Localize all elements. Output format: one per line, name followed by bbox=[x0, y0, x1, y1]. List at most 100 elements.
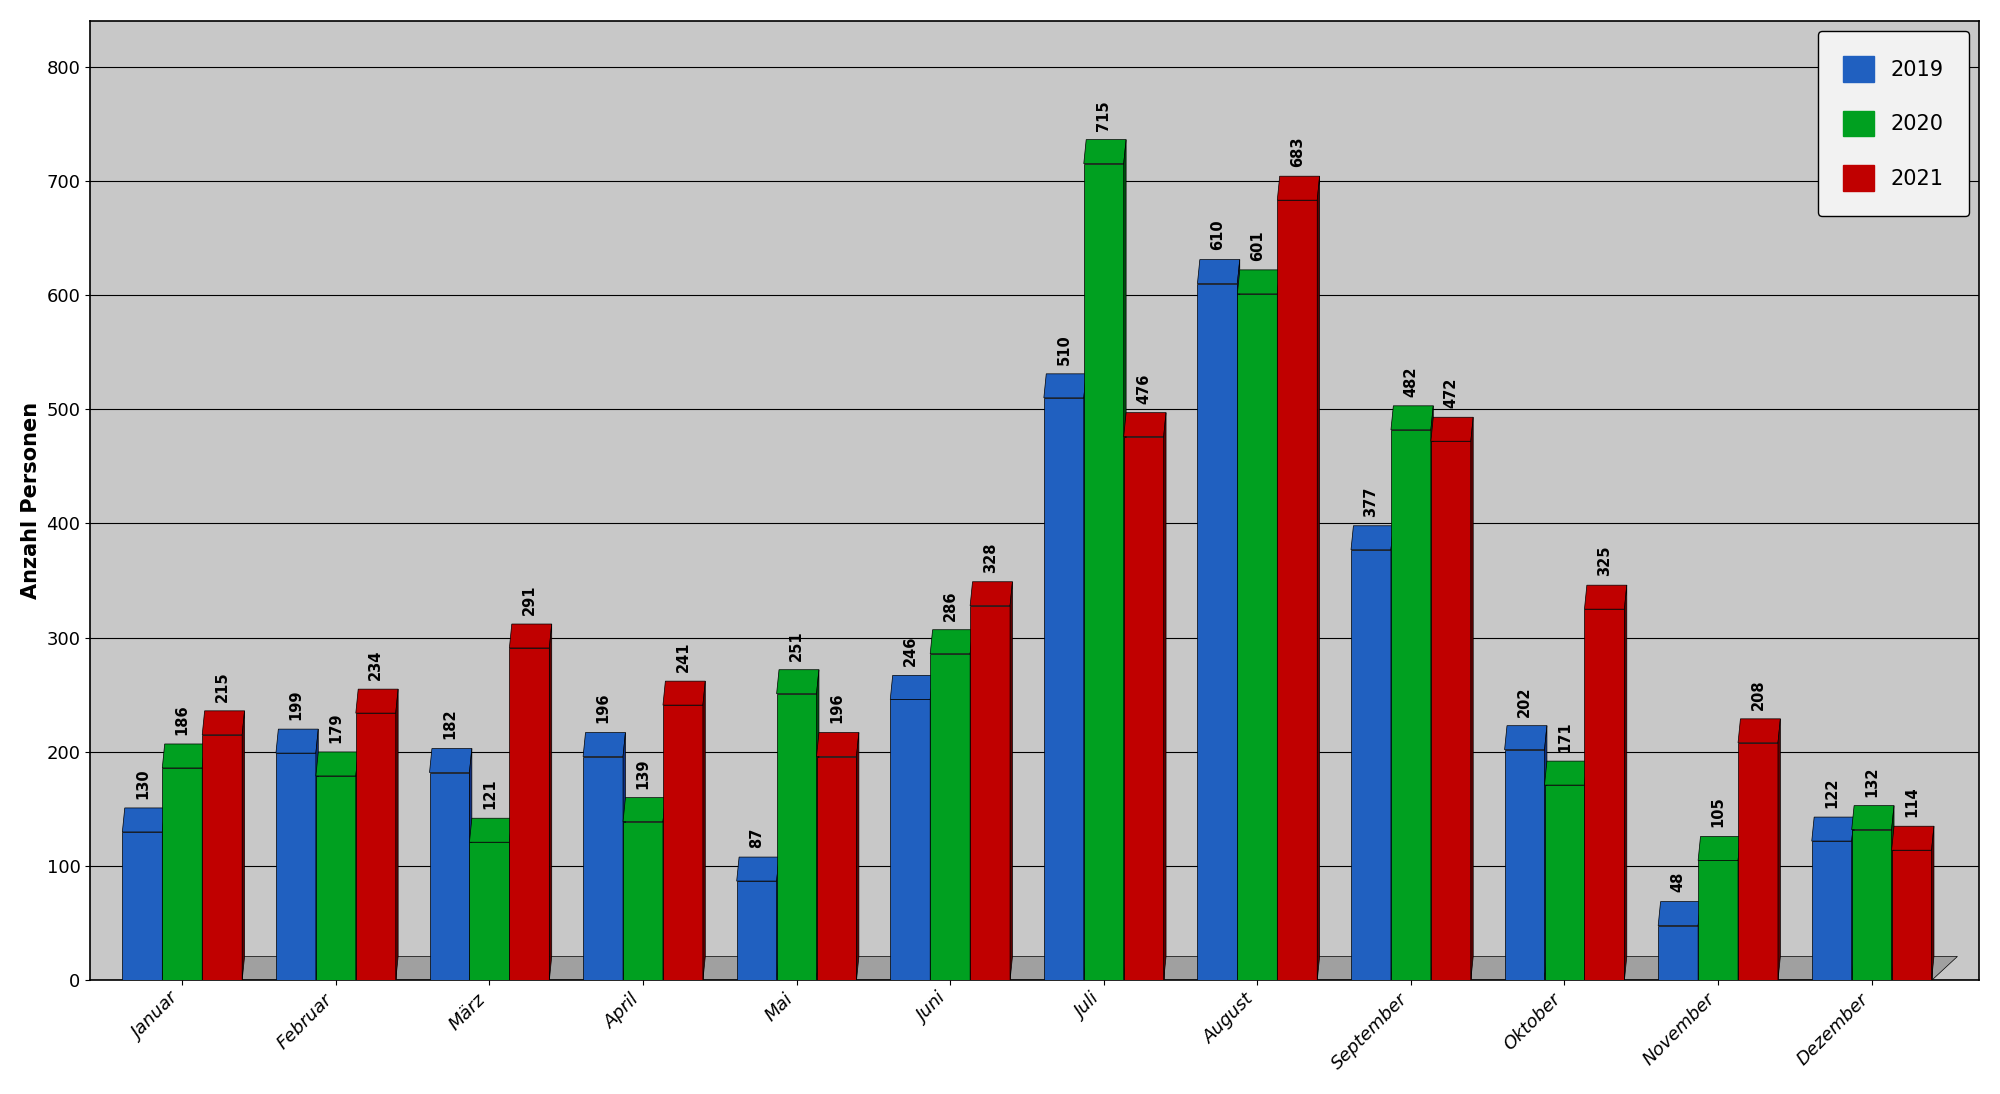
Bar bbox=[1084, 164, 1124, 980]
Polygon shape bbox=[356, 689, 398, 713]
Polygon shape bbox=[1852, 805, 1894, 829]
Polygon shape bbox=[1932, 826, 1934, 980]
Polygon shape bbox=[1238, 270, 1280, 294]
Bar bbox=[1044, 398, 1084, 980]
Text: 241: 241 bbox=[676, 641, 690, 672]
Polygon shape bbox=[1044, 374, 1086, 398]
Polygon shape bbox=[1812, 817, 1854, 841]
Polygon shape bbox=[242, 711, 244, 980]
Bar bbox=[970, 606, 1010, 980]
Bar bbox=[930, 654, 970, 980]
Bar bbox=[1198, 283, 1238, 980]
Text: 202: 202 bbox=[1518, 686, 1532, 717]
Text: 48: 48 bbox=[1670, 872, 1686, 893]
Text: 215: 215 bbox=[214, 671, 230, 701]
Text: 171: 171 bbox=[1556, 721, 1572, 752]
Polygon shape bbox=[470, 748, 472, 980]
Legend: 2019, 2020, 2021: 2019, 2020, 2021 bbox=[1818, 32, 1968, 216]
Polygon shape bbox=[1390, 526, 1394, 980]
Polygon shape bbox=[1698, 837, 1740, 861]
Polygon shape bbox=[816, 733, 858, 757]
Polygon shape bbox=[510, 624, 552, 648]
Polygon shape bbox=[1892, 826, 1934, 850]
Polygon shape bbox=[1238, 259, 1240, 980]
Polygon shape bbox=[1892, 805, 1894, 980]
Polygon shape bbox=[1124, 412, 1166, 437]
Polygon shape bbox=[430, 748, 472, 772]
Bar bbox=[890, 699, 930, 980]
Bar bbox=[316, 776, 356, 980]
Polygon shape bbox=[1278, 176, 1320, 200]
Text: 328: 328 bbox=[982, 543, 998, 572]
Bar bbox=[470, 842, 510, 980]
Polygon shape bbox=[816, 670, 818, 980]
Bar bbox=[430, 772, 470, 980]
Polygon shape bbox=[316, 752, 358, 776]
Text: 377: 377 bbox=[1364, 486, 1378, 516]
Text: 208: 208 bbox=[1750, 679, 1766, 710]
Bar bbox=[816, 757, 856, 980]
Bar bbox=[1852, 829, 1892, 980]
Bar bbox=[356, 713, 396, 980]
Polygon shape bbox=[1010, 582, 1012, 980]
Polygon shape bbox=[1470, 417, 1474, 980]
Polygon shape bbox=[510, 818, 512, 980]
Polygon shape bbox=[470, 818, 512, 842]
Polygon shape bbox=[662, 682, 706, 706]
Polygon shape bbox=[1430, 406, 1434, 980]
Bar bbox=[1892, 850, 1932, 980]
Bar bbox=[1658, 926, 1698, 980]
Polygon shape bbox=[1352, 526, 1394, 550]
Bar bbox=[1504, 749, 1544, 980]
Polygon shape bbox=[736, 857, 780, 881]
Text: 610: 610 bbox=[1210, 220, 1224, 251]
Text: 130: 130 bbox=[134, 768, 150, 799]
Polygon shape bbox=[1430, 417, 1474, 441]
Text: 482: 482 bbox=[1404, 366, 1418, 397]
Text: 286: 286 bbox=[942, 590, 958, 620]
Text: 179: 179 bbox=[328, 712, 344, 743]
Bar bbox=[1390, 430, 1430, 980]
Polygon shape bbox=[316, 729, 318, 980]
Polygon shape bbox=[1390, 406, 1434, 430]
Polygon shape bbox=[550, 624, 552, 980]
Bar bbox=[122, 831, 162, 980]
Text: 114: 114 bbox=[1904, 787, 1920, 817]
Bar bbox=[162, 768, 202, 980]
Polygon shape bbox=[1698, 901, 1700, 980]
Polygon shape bbox=[162, 808, 164, 980]
Polygon shape bbox=[1658, 901, 1700, 926]
Bar bbox=[202, 735, 242, 980]
Polygon shape bbox=[702, 682, 706, 980]
Polygon shape bbox=[1124, 140, 1126, 980]
Text: 715: 715 bbox=[1096, 100, 1112, 130]
Polygon shape bbox=[202, 744, 204, 980]
Polygon shape bbox=[970, 582, 1012, 606]
Polygon shape bbox=[1584, 585, 1626, 609]
Polygon shape bbox=[1544, 725, 1546, 980]
Polygon shape bbox=[1544, 761, 1586, 785]
Text: 683: 683 bbox=[1290, 137, 1304, 167]
Polygon shape bbox=[122, 956, 1958, 980]
Polygon shape bbox=[584, 733, 626, 757]
Text: 472: 472 bbox=[1444, 377, 1458, 408]
Bar bbox=[1238, 294, 1278, 980]
Text: 132: 132 bbox=[1864, 766, 1880, 796]
Bar bbox=[1738, 743, 1778, 980]
Text: 199: 199 bbox=[288, 689, 304, 720]
Polygon shape bbox=[624, 798, 666, 822]
Bar bbox=[662, 706, 702, 980]
Text: 122: 122 bbox=[1824, 778, 1840, 808]
Bar bbox=[1812, 841, 1852, 980]
Bar bbox=[776, 694, 816, 980]
Text: 121: 121 bbox=[482, 779, 496, 810]
Polygon shape bbox=[1738, 837, 1740, 980]
Text: 186: 186 bbox=[174, 705, 190, 735]
Text: 139: 139 bbox=[636, 758, 650, 789]
Polygon shape bbox=[1504, 725, 1546, 749]
Text: 291: 291 bbox=[522, 584, 536, 615]
Polygon shape bbox=[662, 798, 666, 980]
Bar bbox=[1278, 200, 1318, 980]
Bar bbox=[624, 822, 662, 980]
Bar bbox=[584, 757, 624, 980]
